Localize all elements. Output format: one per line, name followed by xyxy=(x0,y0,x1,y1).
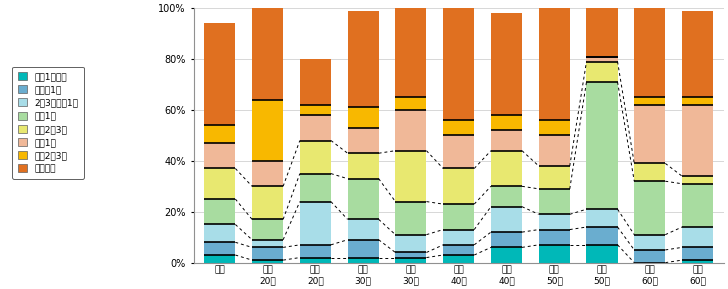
Legend: 年に1回以下, 半年に1回, 2〜3カ月に1回, 月に1回, 月に2〜3回, 週に1回, 週に2〜3回, ほぼ毎日: 年に1回以下, 半年に1回, 2〜3カ月に1回, 月に1回, 月に2〜3回, 週… xyxy=(12,66,84,179)
Bar xyxy=(252,240,283,247)
Bar xyxy=(491,247,522,263)
Bar xyxy=(491,207,522,232)
Bar xyxy=(300,257,331,263)
Bar xyxy=(682,247,713,260)
Bar xyxy=(205,225,235,242)
Bar xyxy=(252,100,283,161)
Bar xyxy=(395,235,427,253)
Bar xyxy=(491,115,522,130)
Bar xyxy=(443,255,474,263)
Bar xyxy=(205,199,235,225)
Bar xyxy=(300,174,331,202)
Bar xyxy=(634,8,665,97)
Bar xyxy=(443,168,474,204)
Bar xyxy=(252,161,283,186)
Bar xyxy=(300,105,331,115)
Bar xyxy=(634,97,665,105)
Bar xyxy=(491,151,522,186)
Bar xyxy=(539,189,570,214)
Bar xyxy=(587,62,617,82)
Bar xyxy=(348,11,379,108)
Bar xyxy=(300,59,331,105)
Bar xyxy=(395,202,427,235)
Bar xyxy=(348,128,379,153)
Bar xyxy=(443,8,474,120)
Bar xyxy=(443,136,474,168)
Bar xyxy=(587,8,617,57)
Bar xyxy=(682,184,713,227)
Bar xyxy=(634,105,665,163)
Bar xyxy=(539,166,570,189)
Bar xyxy=(491,130,522,151)
Bar xyxy=(395,110,427,151)
Bar xyxy=(395,151,427,202)
Bar xyxy=(300,140,331,174)
Bar xyxy=(491,186,522,207)
Bar xyxy=(539,136,570,166)
Bar xyxy=(205,125,235,143)
Bar xyxy=(682,105,713,176)
Bar xyxy=(443,204,474,229)
Bar xyxy=(682,260,713,263)
Bar xyxy=(348,240,379,257)
Bar xyxy=(682,97,713,105)
Bar xyxy=(682,176,713,184)
Bar xyxy=(252,186,283,219)
Bar xyxy=(205,143,235,168)
Bar xyxy=(587,82,617,209)
Bar xyxy=(443,120,474,136)
Bar xyxy=(443,245,474,255)
Bar xyxy=(682,11,713,97)
Bar xyxy=(539,120,570,136)
Bar xyxy=(252,247,283,260)
Bar xyxy=(300,245,331,257)
Bar xyxy=(252,260,283,263)
Bar xyxy=(539,245,570,263)
Bar xyxy=(539,8,570,120)
Bar xyxy=(634,181,665,235)
Bar xyxy=(395,97,427,110)
Bar xyxy=(587,245,617,263)
Bar xyxy=(348,219,379,240)
Bar xyxy=(300,202,331,245)
Bar xyxy=(205,255,235,263)
Bar xyxy=(587,57,617,62)
Bar xyxy=(348,153,379,179)
Bar xyxy=(443,229,474,245)
Bar xyxy=(491,232,522,247)
Bar xyxy=(300,115,331,140)
Bar xyxy=(252,219,283,240)
Bar xyxy=(634,235,665,250)
Bar xyxy=(395,257,427,263)
Bar xyxy=(587,227,617,245)
Bar xyxy=(395,8,427,97)
Bar xyxy=(205,168,235,199)
Bar xyxy=(348,108,379,128)
Bar xyxy=(205,23,235,125)
Bar xyxy=(634,163,665,181)
Bar xyxy=(587,209,617,227)
Bar xyxy=(205,242,235,255)
Bar xyxy=(395,253,427,257)
Bar xyxy=(348,257,379,263)
Bar xyxy=(539,229,570,245)
Bar xyxy=(634,250,665,263)
Bar xyxy=(252,8,283,100)
Bar xyxy=(682,227,713,247)
Bar xyxy=(539,214,570,229)
Bar xyxy=(491,13,522,115)
Bar xyxy=(348,179,379,219)
